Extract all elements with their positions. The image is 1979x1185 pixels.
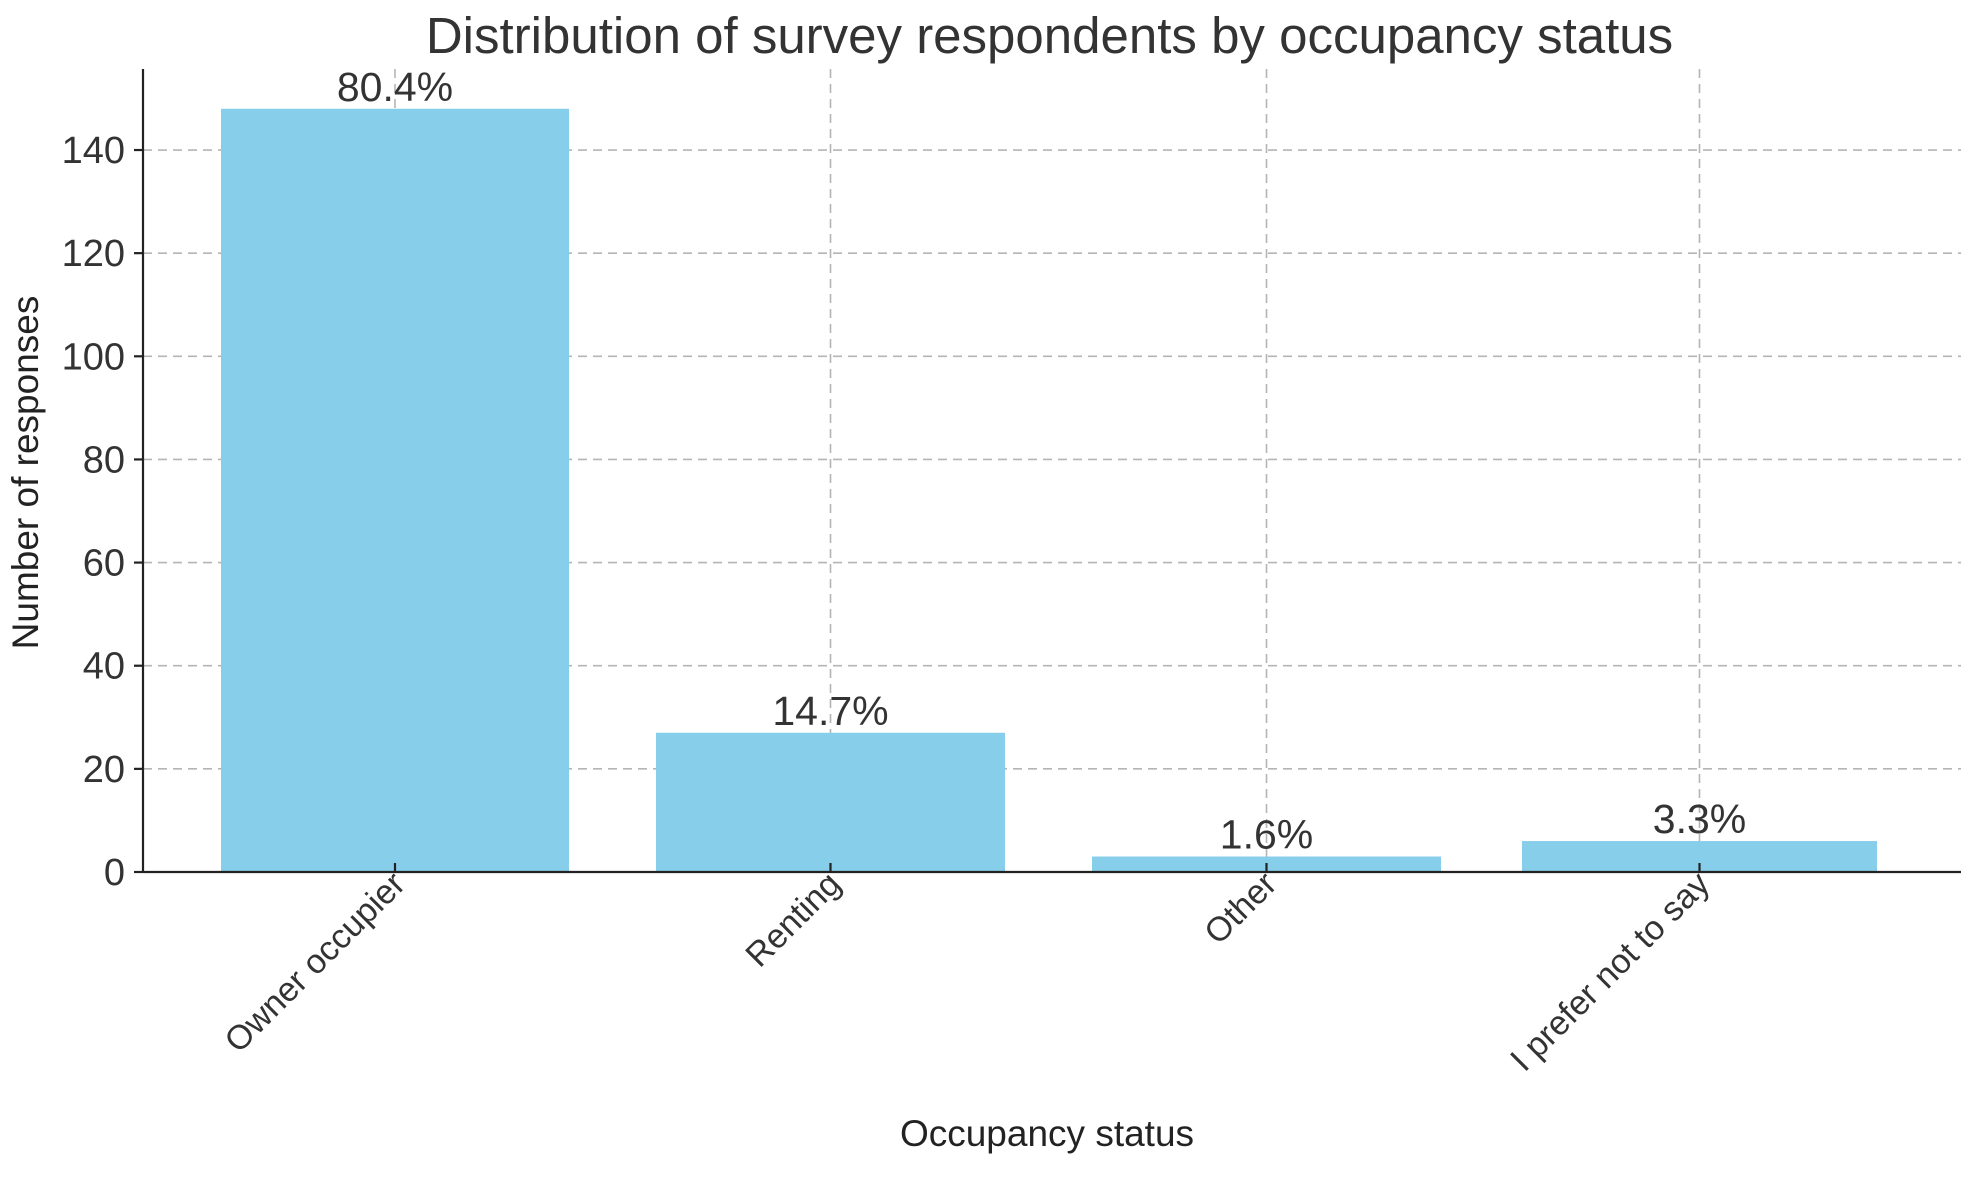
svg-text:40: 40 (83, 646, 125, 688)
svg-text:60: 60 (83, 543, 125, 585)
svg-text:80.4%: 80.4% (337, 64, 453, 110)
svg-text:0: 0 (104, 852, 125, 894)
svg-text:20: 20 (83, 749, 125, 791)
svg-text:3.3%: 3.3% (1653, 796, 1746, 842)
svg-text:100: 100 (62, 336, 125, 378)
svg-text:Number of responses: Number of responses (5, 296, 46, 650)
svg-text:1.6%: 1.6% (1220, 812, 1313, 858)
svg-text:80: 80 (83, 439, 125, 481)
svg-text:Occupancy status: Occupancy status (900, 1113, 1194, 1154)
svg-text:14.7%: 14.7% (772, 688, 888, 734)
svg-text:140: 140 (62, 130, 125, 172)
svg-text:120: 120 (62, 233, 125, 275)
svg-text:Distribution of survey respond: Distribution of survey respondents by oc… (426, 7, 1673, 64)
